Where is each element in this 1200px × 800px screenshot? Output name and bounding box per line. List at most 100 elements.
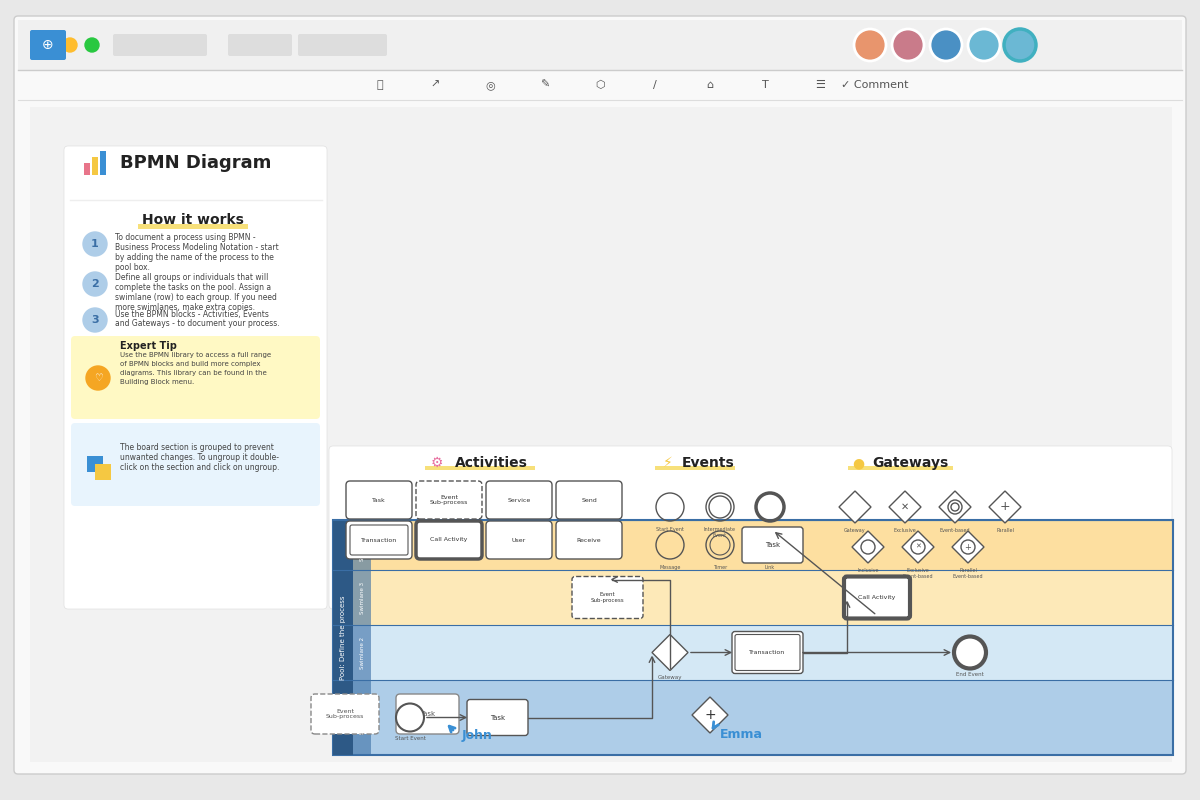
Text: 3: 3 xyxy=(91,315,98,325)
Text: Pool: Define the process: Pool: Define the process xyxy=(340,595,346,680)
Text: User: User xyxy=(512,538,526,542)
FancyBboxPatch shape xyxy=(467,699,528,735)
Text: more swimlanes, make extra copies.: more swimlanes, make extra copies. xyxy=(115,303,256,313)
FancyBboxPatch shape xyxy=(416,521,482,559)
Text: BPMN Diagram: BPMN Diagram xyxy=(120,154,271,172)
Polygon shape xyxy=(652,634,688,670)
Text: Receive: Receive xyxy=(577,538,601,542)
Text: Start Event: Start Event xyxy=(395,735,426,741)
Bar xyxy=(353,680,1174,755)
Text: swimlane (row) to each group. If you need: swimlane (row) to each group. If you nee… xyxy=(115,294,277,302)
Text: Message: Message xyxy=(659,565,680,570)
Text: End Event: End Event xyxy=(956,673,984,678)
FancyBboxPatch shape xyxy=(64,146,326,609)
Text: pool box.: pool box. xyxy=(115,263,150,273)
Circle shape xyxy=(954,637,986,669)
Text: +: + xyxy=(704,708,716,722)
Polygon shape xyxy=(952,531,984,563)
Circle shape xyxy=(86,366,110,390)
Text: click on the section and click on ungroup.: click on the section and click on ungrou… xyxy=(120,462,280,471)
Bar xyxy=(353,680,371,755)
Bar xyxy=(84,163,90,175)
Text: ◎: ◎ xyxy=(485,80,494,90)
FancyBboxPatch shape xyxy=(30,107,1172,762)
Text: Transaction: Transaction xyxy=(749,650,786,655)
Polygon shape xyxy=(852,531,884,563)
Bar xyxy=(138,224,248,229)
FancyBboxPatch shape xyxy=(556,481,622,519)
Text: Task: Task xyxy=(490,714,505,721)
Text: diagrams. This library can be found in the: diagrams. This library can be found in t… xyxy=(120,370,266,376)
Text: 2: 2 xyxy=(91,279,98,289)
Text: Building Block menu.: Building Block menu. xyxy=(120,379,194,385)
Text: Activities: Activities xyxy=(455,456,528,470)
Text: The board section is grouped to prevent: The board section is grouped to prevent xyxy=(120,442,274,451)
Bar xyxy=(353,570,1174,625)
Text: ⌂: ⌂ xyxy=(707,80,714,90)
Text: Swimlane 3: Swimlane 3 xyxy=(360,582,365,614)
Text: Events: Events xyxy=(682,456,734,470)
Text: Start Event: Start Event xyxy=(656,527,684,532)
Text: Task: Task xyxy=(420,711,436,717)
Bar xyxy=(353,625,371,680)
Text: Event
Sub-process: Event Sub-process xyxy=(326,709,364,719)
Text: Swimlane 2: Swimlane 2 xyxy=(360,637,365,669)
Bar xyxy=(353,625,1174,680)
Text: /: / xyxy=(653,80,656,90)
FancyBboxPatch shape xyxy=(844,577,910,618)
Text: Swimlane 1: Swimlane 1 xyxy=(360,702,365,734)
Text: Swimlane 4: Swimlane 4 xyxy=(360,529,365,561)
FancyBboxPatch shape xyxy=(346,481,412,519)
Text: ⬡: ⬡ xyxy=(595,80,605,90)
Text: ✓ Comment: ✓ Comment xyxy=(841,80,908,90)
Text: Gateways: Gateways xyxy=(872,456,948,470)
Text: Task: Task xyxy=(764,542,780,548)
Bar xyxy=(334,520,353,755)
FancyBboxPatch shape xyxy=(732,631,803,674)
Text: Define all groups or individuals that will: Define all groups or individuals that wi… xyxy=(115,274,269,282)
Text: Task: Task xyxy=(372,498,386,502)
Text: Expert Tip: Expert Tip xyxy=(120,341,176,351)
FancyBboxPatch shape xyxy=(329,446,1172,609)
Text: 1: 1 xyxy=(91,239,98,249)
Text: Intermediate
Event: Intermediate Event xyxy=(704,527,736,538)
Text: Link: Link xyxy=(764,565,775,570)
FancyBboxPatch shape xyxy=(68,148,323,200)
Polygon shape xyxy=(989,491,1021,523)
Text: ⚡: ⚡ xyxy=(664,456,673,470)
Polygon shape xyxy=(839,491,871,523)
Text: Use the BPMN blocks - Activities, Events: Use the BPMN blocks - Activities, Events xyxy=(115,310,269,318)
FancyBboxPatch shape xyxy=(71,423,320,506)
FancyBboxPatch shape xyxy=(311,694,379,734)
Text: ⊕: ⊕ xyxy=(42,38,54,52)
Bar xyxy=(353,520,371,570)
Polygon shape xyxy=(889,491,922,523)
FancyBboxPatch shape xyxy=(742,527,803,563)
Text: Emma: Emma xyxy=(720,729,763,742)
Text: John: John xyxy=(462,729,493,742)
Text: Gateway: Gateway xyxy=(658,674,683,679)
Text: unwanted changes. To ungroup it double-: unwanted changes. To ungroup it double- xyxy=(120,453,278,462)
FancyBboxPatch shape xyxy=(30,30,66,60)
FancyBboxPatch shape xyxy=(346,521,412,559)
Bar xyxy=(95,464,112,480)
Text: Call Activity: Call Activity xyxy=(431,538,468,542)
Circle shape xyxy=(83,308,107,332)
Text: Exclusive: Exclusive xyxy=(894,528,917,533)
FancyBboxPatch shape xyxy=(486,481,552,519)
Polygon shape xyxy=(692,697,728,733)
Text: End Event: End Event xyxy=(757,527,782,532)
Text: Exclusive
Event-based: Exclusive Event-based xyxy=(902,568,934,579)
Bar xyxy=(353,520,1174,570)
Bar xyxy=(848,466,953,470)
Bar xyxy=(100,151,106,175)
Text: Parallel
Event-based: Parallel Event-based xyxy=(953,568,983,579)
Text: +: + xyxy=(1000,501,1010,514)
Bar xyxy=(353,570,371,625)
Text: Business Process Modeling Notation - start: Business Process Modeling Notation - sta… xyxy=(115,243,278,253)
Circle shape xyxy=(396,703,424,731)
Text: ✋: ✋ xyxy=(377,80,383,90)
Text: ✕: ✕ xyxy=(916,544,920,550)
Text: Call Activity: Call Activity xyxy=(858,595,895,600)
Text: Send: Send xyxy=(581,498,596,502)
